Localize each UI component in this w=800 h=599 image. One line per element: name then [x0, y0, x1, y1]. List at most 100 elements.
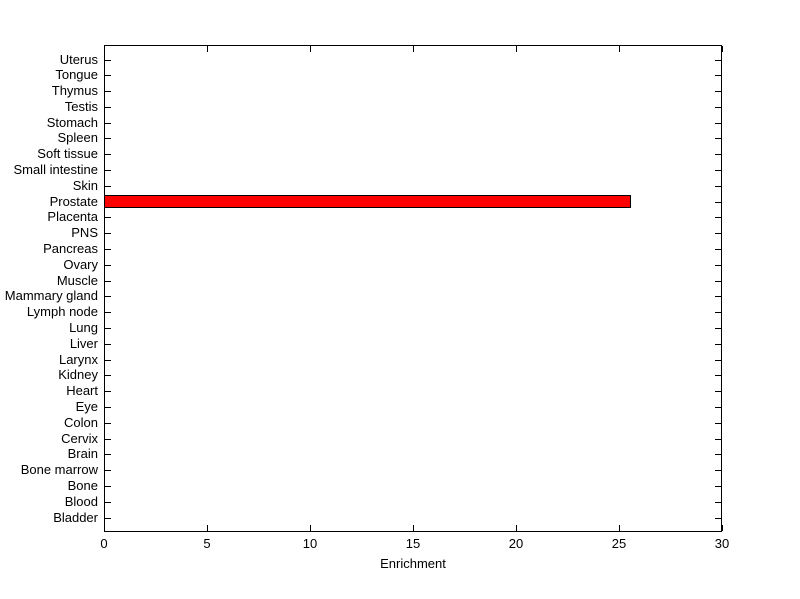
x-tick-top	[104, 46, 105, 52]
x-tick-top	[516, 46, 517, 52]
y-tick-right	[715, 518, 721, 519]
y-tick-right	[715, 138, 721, 139]
y-tick-left	[105, 439, 111, 440]
y-tick-label: Mammary gland	[4, 288, 98, 304]
y-tick-label: Larynx	[58, 351, 98, 367]
y-tick-right	[715, 154, 721, 155]
y-tick-label: Muscle	[56, 272, 98, 288]
y-tick-left	[105, 138, 111, 139]
y-tick-label: Lung	[69, 319, 98, 335]
y-tick-left	[105, 328, 111, 329]
y-tick-label: Stomach	[46, 114, 98, 130]
y-tick-left	[105, 186, 111, 187]
y-tick-label: Uterus	[59, 51, 98, 67]
y-tick-right	[715, 123, 721, 124]
y-tick-label: Blood	[64, 493, 98, 509]
y-tick-left	[105, 375, 111, 376]
y-tick-left	[105, 249, 111, 250]
x-tick-top	[207, 46, 208, 52]
y-tick-right	[715, 328, 721, 329]
y-tick-right	[715, 217, 721, 218]
y-tick-label: Soft tissue	[37, 146, 98, 162]
y-tick-right	[715, 486, 721, 487]
y-tick-right	[715, 502, 721, 503]
x-tick-bottom	[310, 525, 311, 531]
y-tick-left	[105, 217, 111, 218]
y-tick-left	[105, 123, 111, 124]
y-tick-label: Bone	[67, 477, 98, 493]
y-tick-right	[715, 407, 721, 408]
y-tick-label: Colon	[64, 414, 98, 430]
y-tick-label: Prostate	[49, 193, 98, 209]
y-tick-right	[715, 360, 721, 361]
y-tick-left	[105, 91, 111, 92]
y-tick-right	[715, 423, 721, 424]
x-tick-label: 5	[203, 536, 211, 551]
bar-prostate	[104, 195, 631, 208]
y-tick-label: Lymph node	[26, 304, 98, 320]
y-tick-right	[715, 454, 721, 455]
y-tick-left	[105, 312, 111, 313]
x-tick-label: 10	[302, 536, 318, 551]
y-tick-right	[715, 312, 721, 313]
x-tick-top	[413, 46, 414, 52]
y-tick-left	[105, 454, 111, 455]
y-tick-left	[105, 107, 111, 108]
y-tick-label: Brain	[67, 446, 98, 462]
y-tick-left	[105, 75, 111, 76]
y-tick-left	[105, 423, 111, 424]
y-tick-label: Kidney	[58, 367, 98, 383]
x-tick-top	[619, 46, 620, 52]
y-tick-label: Small intestine	[13, 162, 98, 178]
y-tick-right	[715, 375, 721, 376]
y-tick-label: Liver	[69, 335, 98, 351]
x-tick-bottom	[619, 525, 620, 531]
y-tick-right	[715, 439, 721, 440]
x-tick-label: 25	[611, 536, 627, 551]
y-tick-right	[715, 344, 721, 345]
y-tick-right	[715, 107, 721, 108]
x-tick-bottom	[516, 525, 517, 531]
y-tick-label: Spleen	[57, 130, 98, 146]
y-tick-label: Ovary	[63, 256, 98, 272]
y-tick-left	[105, 391, 111, 392]
y-tick-label: Thymus	[51, 83, 98, 99]
x-tick-bottom	[207, 525, 208, 531]
y-tick-label: Bone marrow	[20, 462, 98, 478]
y-tick-label: Eye	[75, 398, 98, 414]
y-tick-label: Bladder	[53, 509, 98, 525]
y-tick-right	[715, 170, 721, 171]
y-tick-left	[105, 502, 111, 503]
y-tick-left	[105, 60, 111, 61]
y-tick-left	[105, 154, 111, 155]
y-tick-label: Skin	[72, 177, 98, 193]
y-tick-right	[715, 296, 721, 297]
y-tick-label: Placenta	[47, 209, 98, 225]
y-tick-left	[105, 486, 111, 487]
y-tick-right	[715, 186, 721, 187]
y-tick-label: Testis	[64, 98, 98, 114]
y-tick-right	[715, 91, 721, 92]
y-tick-right	[715, 60, 721, 61]
y-tick-right	[715, 233, 721, 234]
x-tick-top	[310, 46, 311, 52]
x-tick-label: 20	[508, 536, 524, 551]
y-tick-right	[715, 249, 721, 250]
x-tick-bottom	[722, 525, 723, 531]
y-tick-label: Tongue	[55, 67, 98, 83]
x-tick-label: 30	[714, 536, 730, 551]
x-tick-label: 0	[100, 536, 108, 551]
x-tick-bottom	[104, 525, 105, 531]
y-tick-left	[105, 344, 111, 345]
plot-area	[104, 45, 722, 532]
y-tick-left	[105, 360, 111, 361]
y-tick-left	[105, 170, 111, 171]
y-tick-left	[105, 265, 111, 266]
y-tick-left	[105, 296, 111, 297]
x-tick-label: 15	[405, 536, 421, 551]
y-tick-left	[105, 281, 111, 282]
y-tick-right	[715, 202, 721, 203]
x-tick-bottom	[413, 525, 414, 531]
y-tick-label: Pancreas	[43, 241, 98, 257]
